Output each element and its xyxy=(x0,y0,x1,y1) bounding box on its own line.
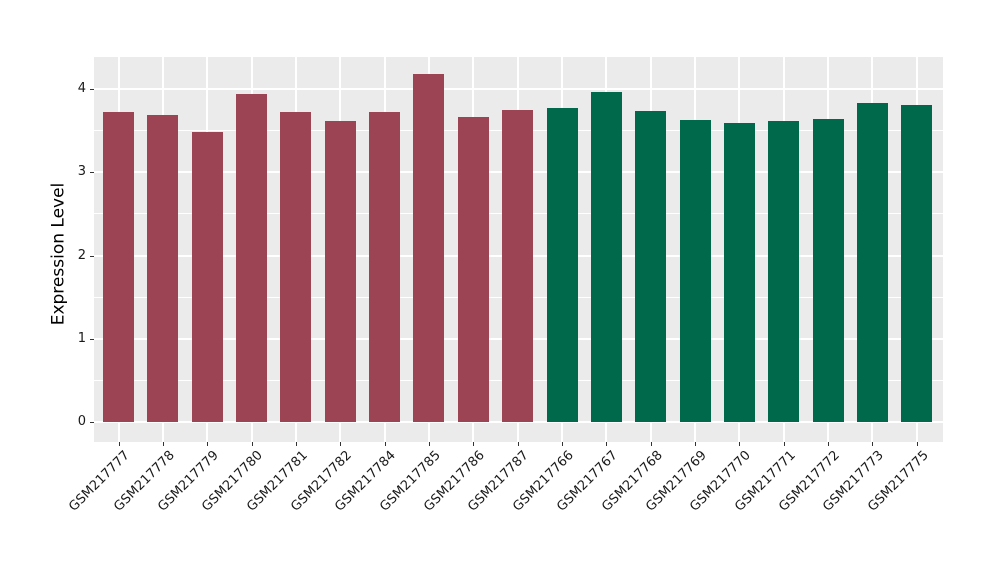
x-axis-tick xyxy=(473,442,475,446)
x-axis-tick xyxy=(650,442,652,446)
x-axis-tick xyxy=(828,442,830,446)
plot-panel xyxy=(94,57,943,442)
bar-GSM217781 xyxy=(280,112,312,422)
bar-GSM217777 xyxy=(103,112,134,422)
bar-GSM217786 xyxy=(457,117,489,422)
bar-GSM217769 xyxy=(679,119,711,422)
bar-GSM217773 xyxy=(856,103,888,422)
y-axis-tick-label: 3 xyxy=(77,164,86,180)
y-axis-tick-label: 0 xyxy=(77,414,86,429)
y-axis-tick-label: 1 xyxy=(77,330,86,346)
x-axis-tick xyxy=(916,442,918,446)
x-axis-tick xyxy=(340,442,342,446)
x-axis-tick xyxy=(562,442,563,446)
x-axis-tick xyxy=(251,442,253,446)
x-axis-tick xyxy=(162,442,164,446)
bar-GSM217775 xyxy=(901,104,933,422)
x-axis-tick xyxy=(695,442,697,446)
x-axis-tick xyxy=(606,442,608,446)
bar-GSM217782 xyxy=(324,121,356,422)
y-axis-tick xyxy=(90,89,94,90)
x-axis-tick xyxy=(384,442,386,446)
bar-GSM217767 xyxy=(590,92,622,422)
bar-GSM217768 xyxy=(635,110,667,422)
x-axis-tick xyxy=(118,442,120,446)
x-axis-tick xyxy=(872,442,874,446)
y-axis-tick-label: 4 xyxy=(77,81,86,96)
y-axis-tick xyxy=(90,172,94,174)
x-axis-tick xyxy=(428,442,430,446)
bar-GSM217766 xyxy=(546,108,578,422)
bar-GSM217779 xyxy=(191,132,223,422)
x-axis-tick xyxy=(295,442,297,446)
bar-GSM217787 xyxy=(502,109,534,422)
y-axis-tick xyxy=(90,422,94,423)
bar-GSM217772 xyxy=(812,118,844,422)
x-axis-tick xyxy=(517,442,519,446)
x-axis-tick xyxy=(783,442,785,446)
bar-GSM217780 xyxy=(236,93,268,422)
y-axis-tick xyxy=(90,255,94,257)
bar-GSM217784 xyxy=(369,112,401,422)
x-axis-tick xyxy=(739,442,741,446)
y-axis-tick-label: 2 xyxy=(77,247,86,263)
bar-GSM217785 xyxy=(413,74,445,422)
y-axis-tick xyxy=(90,338,94,340)
bar-GSM217778 xyxy=(147,114,179,422)
x-axis-tick xyxy=(207,442,209,446)
bar-GSM217770 xyxy=(723,123,755,422)
bar-GSM217771 xyxy=(768,120,800,422)
